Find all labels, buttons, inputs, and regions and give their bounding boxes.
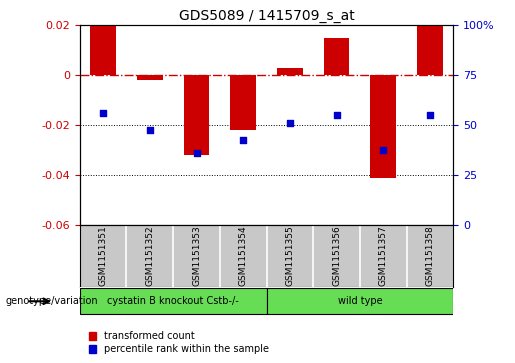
Text: GSM1151352: GSM1151352 (145, 225, 154, 286)
Text: cystatin B knockout Cstb-/-: cystatin B knockout Cstb-/- (107, 296, 239, 306)
Point (379, 147, 387, 153)
Text: wild type: wild type (337, 296, 382, 306)
Point (286, 120, 294, 126)
Bar (90, 25, 116, 75)
Bar (267, 288, 453, 314)
Text: GSM1151357: GSM1151357 (379, 225, 388, 286)
Point (99, 110, 107, 116)
Point (332, 113, 340, 118)
Text: GSM1151353: GSM1151353 (192, 225, 201, 286)
Bar (137, 75, 163, 80)
Legend: transformed count, percentile rank within the sample: transformed count, percentile rank withi… (84, 327, 273, 358)
Bar (230, 75, 256, 130)
Title: GDS5089 / 1415709_s_at: GDS5089 / 1415709_s_at (179, 9, 354, 23)
Text: GSM1151351: GSM1151351 (99, 225, 108, 286)
Bar (184, 75, 209, 155)
Bar (370, 75, 396, 178)
Bar (417, 25, 443, 75)
Bar (277, 68, 303, 75)
Bar (80, 288, 267, 314)
Point (426, 113, 434, 118)
Bar (324, 38, 349, 75)
Point (146, 127, 154, 133)
Point (239, 137, 247, 143)
Text: GSM1151358: GSM1151358 (425, 225, 434, 286)
Text: GSM1151355: GSM1151355 (285, 225, 295, 286)
Text: GSM1151354: GSM1151354 (238, 225, 248, 286)
Text: genotype/variation: genotype/variation (5, 296, 98, 306)
Text: GSM1151356: GSM1151356 (332, 225, 341, 286)
Point (193, 150, 201, 156)
